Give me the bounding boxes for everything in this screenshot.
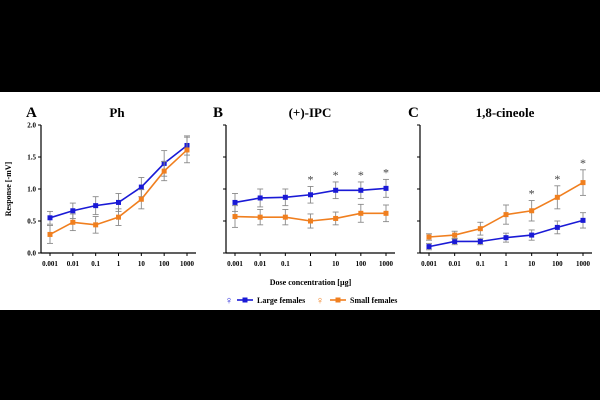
data-point [358, 210, 364, 216]
x-tick-label: 0.1 [476, 260, 485, 268]
y-tick-label: 1.0 [27, 186, 36, 194]
data-point [257, 195, 263, 201]
data-point [257, 214, 263, 220]
x-tick-label: 10 [528, 260, 536, 268]
data-point [161, 168, 167, 174]
x-tick-label: 0.1 [91, 260, 100, 268]
data-point [47, 231, 53, 237]
x-tick-label: 0.001 [227, 260, 243, 268]
significance-asterisk: * [308, 172, 314, 186]
data-point [333, 187, 339, 193]
x-tick-label: 0.001 [42, 260, 58, 268]
x-tick-label: 100 [159, 260, 170, 268]
data-point [426, 234, 432, 240]
x-tick-label: 1 [117, 260, 121, 268]
data-point [452, 232, 458, 238]
x-tick-label: 0.01 [254, 260, 267, 268]
data-point [47, 215, 53, 221]
data-point [477, 226, 483, 232]
x-tick-label: 1000 [576, 260, 591, 268]
legend-marker [335, 297, 341, 303]
panel-title: 1,8-cineole [476, 105, 535, 120]
significance-asterisk: * [580, 156, 586, 170]
x-tick-label: 100 [552, 260, 563, 268]
panel-letter: C [408, 105, 419, 121]
data-point [138, 184, 144, 190]
data-point [184, 147, 190, 153]
data-point [282, 194, 288, 200]
data-point [93, 222, 99, 228]
data-point [426, 244, 432, 250]
data-point [232, 199, 238, 205]
data-point [138, 196, 144, 202]
data-point [333, 215, 339, 221]
x-tick-label: 0.01 [67, 260, 80, 268]
data-point [503, 235, 509, 241]
x-tick-label: 1000 [180, 260, 195, 268]
x-tick-label: 10 [332, 260, 340, 268]
data-point [93, 203, 99, 209]
data-point [116, 214, 121, 220]
x-tick-label: 1 [309, 260, 313, 268]
x-tick-label: 1000 [379, 260, 394, 268]
data-point [529, 208, 535, 214]
data-point [308, 192, 313, 198]
panel-letter: A [26, 105, 37, 121]
y-tick-label: 0.5 [27, 218, 36, 226]
data-point [308, 218, 313, 224]
data-point [554, 224, 560, 230]
significance-asterisk: * [529, 187, 535, 201]
y-axis-label: Response [-mV] [4, 161, 13, 216]
panel-title: Ph [109, 105, 125, 120]
x-tick-label: 100 [356, 260, 367, 268]
data-point [232, 214, 238, 220]
panel-title: (+)-IPC [289, 105, 332, 120]
x-tick-label: 1 [504, 260, 508, 268]
data-point [477, 238, 483, 244]
x-tick-label: 0.1 [281, 260, 290, 268]
data-point [116, 199, 121, 205]
data-point [452, 238, 458, 244]
data-point [358, 187, 364, 193]
significance-asterisk: * [358, 168, 364, 182]
female-symbol-icon: ♀ [316, 295, 324, 307]
figure-background [0, 92, 600, 310]
y-tick-label: 2.0 [27, 122, 36, 130]
panel-letter: B [213, 105, 223, 121]
significance-asterisk: * [554, 172, 560, 186]
legend-label: Large females [257, 296, 305, 305]
y-tick-label: 0.0 [27, 250, 36, 258]
data-point [529, 232, 535, 238]
data-point [580, 180, 586, 186]
data-point [383, 210, 389, 216]
significance-asterisk: * [383, 165, 389, 179]
y-tick-label: 1.5 [27, 154, 36, 162]
female-symbol-icon: ♀ [225, 295, 233, 307]
data-point [70, 208, 76, 214]
x-tick-label: 0.001 [421, 260, 437, 268]
data-point [554, 194, 560, 200]
legend-marker [242, 297, 248, 303]
x-axis-label: Dose concentration [µg] [270, 278, 352, 287]
data-point [383, 185, 389, 191]
data-point [580, 217, 586, 223]
x-tick-label: 10 [138, 260, 146, 268]
data-point [70, 219, 76, 225]
significance-asterisk: * [333, 168, 339, 182]
x-tick-label: 0.01 [449, 260, 462, 268]
data-point [503, 212, 509, 218]
legend-label: Small females [350, 296, 397, 305]
data-point [282, 214, 288, 220]
